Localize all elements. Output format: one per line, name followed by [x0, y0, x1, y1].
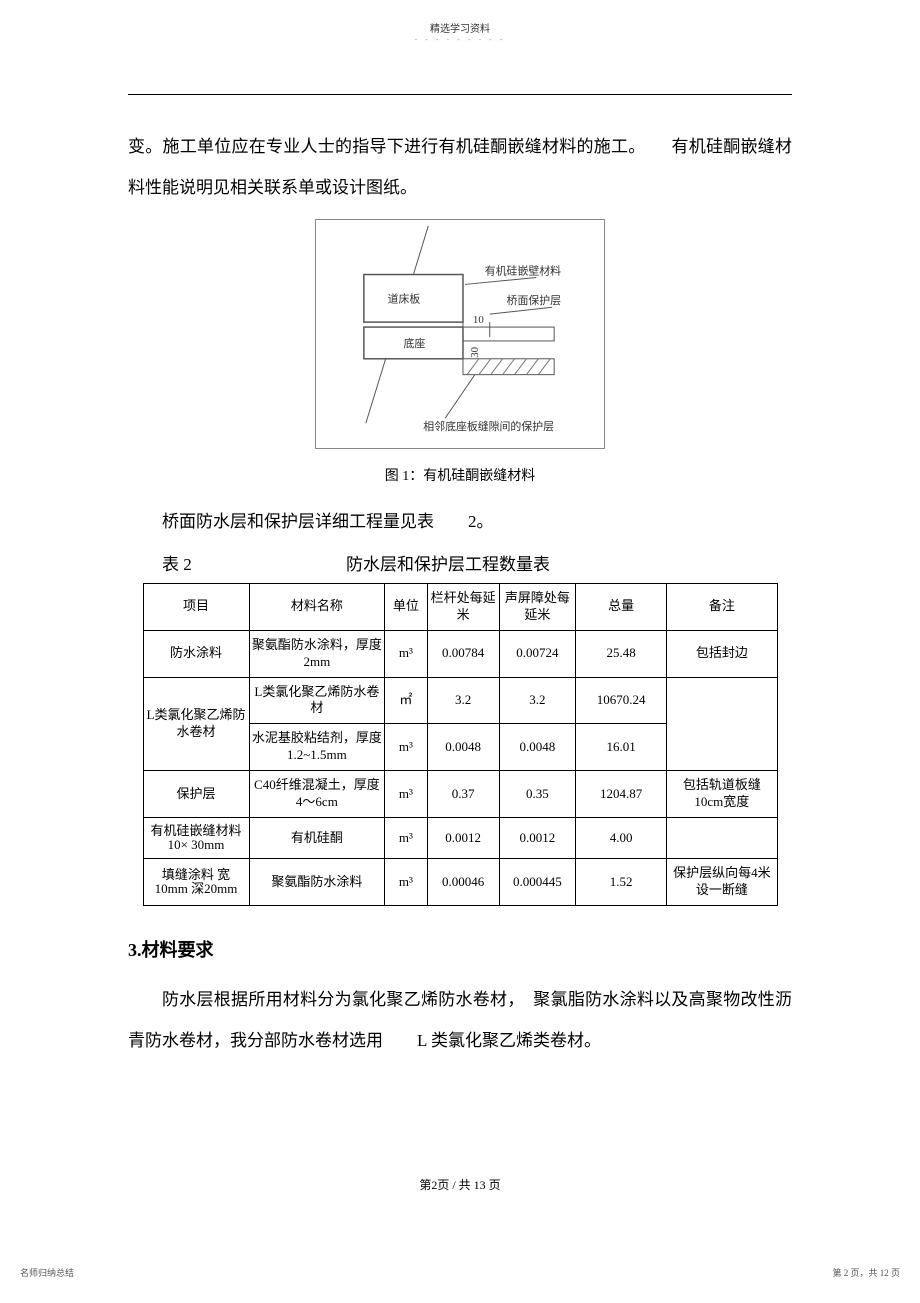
footer-center: 第2页 / 共 13 页 — [0, 1176, 920, 1193]
label-bottom: 相邻底座板缝隙间的保护层 — [423, 419, 554, 433]
cell: m³ — [385, 724, 427, 771]
label-30: 30 — [469, 346, 481, 357]
quantity-table: 项目 材料名称 单位 栏杆处每延米 声屏障处每延米 总量 备注 防水涂料 聚氨酯… — [143, 583, 778, 906]
footer-left: 名师归纳总结 — [20, 1266, 74, 1279]
cell: m³ — [385, 817, 427, 859]
cell: C40纤维混凝土，厚度 4～6cm — [249, 771, 385, 818]
cell: L类氯化聚乙烯防水卷材 — [143, 677, 249, 771]
diagram-figure: 道床板 有机硅嵌壁材料 桥面保护层 10 底座 30 — [315, 219, 605, 449]
cell: 填缝涂料 宽10mm 深20mm — [143, 859, 249, 906]
th-remark: 备注 — [667, 583, 777, 630]
th-material: 材料名称 — [249, 583, 385, 630]
cell: 0.000445 — [499, 859, 575, 906]
cell — [667, 677, 777, 771]
cell: 0.0048 — [499, 724, 575, 771]
label-qiaomian: 桥面保护层 — [507, 293, 562, 307]
cell: 0.00046 — [427, 859, 499, 906]
cell: 水泥基胶粘结剂，厚度 1.2~1.5mm — [249, 724, 385, 771]
cell: 有机硅嵌缝材料 10× 30mm — [143, 817, 249, 859]
table-row: 保护层 C40纤维混凝土，厚度 4～6cm m³ 0.37 0.35 1204.… — [143, 771, 777, 818]
paragraph-1: 变。施工单位应在专业人士的指导下进行有机硅酮嵌缝材料的施工。 有机硅酮嵌缝材料性… — [128, 127, 792, 209]
footer-right: 第 2 页，共 12 页 — [832, 1266, 900, 1279]
cell: 有机硅酮 — [249, 817, 385, 859]
top-rule — [128, 94, 792, 95]
cell: 0.00784 — [427, 630, 499, 677]
table-title: 防水层和保护层工程数量表 — [346, 550, 550, 575]
cell: 0.0012 — [427, 817, 499, 859]
page-content: 变。施工单位应在专业人士的指导下进行有机硅酮嵌缝材料的施工。 有机硅酮嵌缝材料性… — [128, 44, 792, 1062]
cell: 包括轨道板缝10cm宽度 — [667, 771, 777, 818]
cell: 4.00 — [576, 817, 667, 859]
table-header-row: 项目 材料名称 单位 栏杆处每延米 声屏障处每延米 总量 备注 — [143, 583, 777, 630]
label-10: 10 — [473, 314, 484, 326]
cell: 0.00724 — [499, 630, 575, 677]
header-dots: - - - - - - - - - — [0, 35, 920, 44]
cell: 保护层纵向每4米设一断缝 — [667, 859, 777, 906]
section-3-heading: 3.材料要求 — [128, 936, 792, 962]
th-rail: 栏杆处每延米 — [427, 583, 499, 630]
cell: 包括封边 — [667, 630, 777, 677]
cell: 25.48 — [576, 630, 667, 677]
cell: 保护层 — [143, 771, 249, 818]
cell: L类氯化聚乙烯防水卷材 — [249, 677, 385, 724]
th-barrier: 声屏障处每延米 — [499, 583, 575, 630]
table-row: 防水涂料 聚氨酯防水涂料，厚度 2mm m³ 0.00784 0.00724 2… — [143, 630, 777, 677]
cell: 0.0048 — [427, 724, 499, 771]
cell: 防水涂料 — [143, 630, 249, 677]
cell: 3.2 — [427, 677, 499, 724]
th-item: 项目 — [143, 583, 249, 630]
header-small-title: 精选学习资料 — [0, 0, 920, 35]
table-row: 有机硅嵌缝材料 10× 30mm 有机硅酮 m³ 0.0012 0.0012 4… — [143, 817, 777, 859]
table-row: L类氯化聚乙烯防水卷材 L类氯化聚乙烯防水卷材 ㎡ 3.2 3.2 10670.… — [143, 677, 777, 724]
diagram-svg: 道床板 有机硅嵌壁材料 桥面保护层 10 底座 30 — [316, 220, 604, 448]
label-dizuo: 底座 — [403, 335, 425, 349]
cell: 3.2 — [499, 677, 575, 724]
th-total: 总量 — [576, 583, 667, 630]
table-title-row: 表 2 防水层和保护层工程数量表 — [128, 550, 792, 575]
cell: ㎡ — [385, 677, 427, 724]
cell — [667, 817, 777, 859]
cell: 10670.24 — [576, 677, 667, 724]
paragraph-3: 防水层根据所用材料分为氯化聚乙烯防水卷材， 聚氯脂防水涂料以及高聚物改性沥青防水… — [128, 980, 792, 1062]
table-label: 表 2 — [162, 550, 192, 575]
cell: 0.35 — [499, 771, 575, 818]
cell: 0.37 — [427, 771, 499, 818]
paragraph-2: 桥面防水层和保护层详细工程量见表 2。 — [128, 503, 792, 540]
cell: 聚氨酯防水涂料，厚度 2mm — [249, 630, 385, 677]
cell: 1.52 — [576, 859, 667, 906]
cell: 16.01 — [576, 724, 667, 771]
cell: 0.0012 — [499, 817, 575, 859]
cell: 1204.87 — [576, 771, 667, 818]
figure-caption: 图 1：有机硅酮嵌缝材料 — [128, 465, 792, 485]
table-row: 填缝涂料 宽10mm 深20mm 聚氨酯防水涂料 m³ 0.00046 0.00… — [143, 859, 777, 906]
diagram-container: 道床板 有机硅嵌壁材料 桥面保护层 10 底座 30 — [128, 219, 792, 453]
label-daochuangban: 道床板 — [388, 291, 421, 305]
cell: m³ — [385, 859, 427, 906]
label-youji: 有机硅嵌壁材料 — [485, 263, 561, 277]
th-unit: 单位 — [385, 583, 427, 630]
cell: m³ — [385, 771, 427, 818]
cell: m³ — [385, 630, 427, 677]
cell: 聚氨酯防水涂料 — [249, 859, 385, 906]
